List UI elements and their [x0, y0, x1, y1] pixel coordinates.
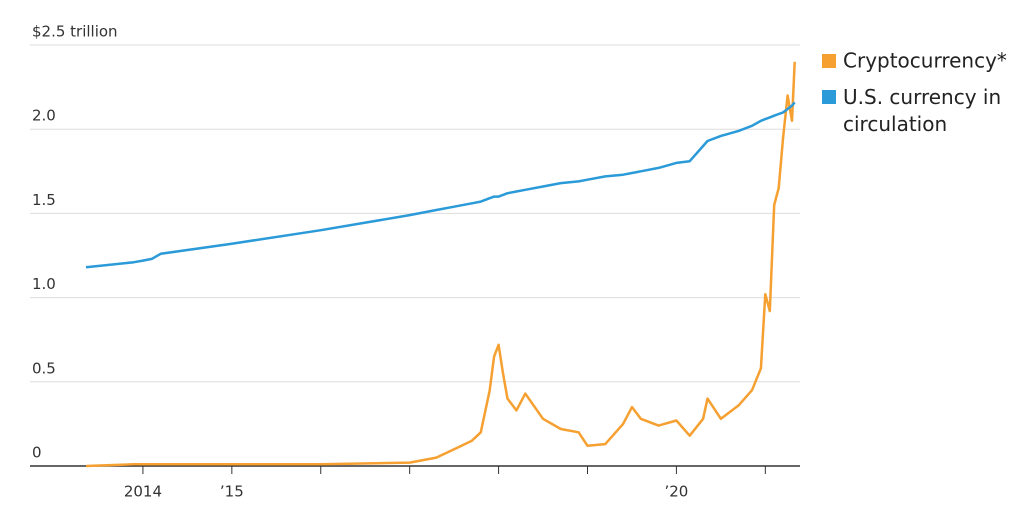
legend-swatch [822, 54, 836, 68]
y-tick-label: 1.0 [32, 275, 56, 293]
y-tick-label: 2.0 [32, 107, 56, 125]
legend-swatch [822, 90, 836, 104]
series-line [85, 61, 796, 468]
series-line [85, 101, 796, 269]
x-tick-label: ’20 [664, 483, 688, 501]
y-tick-label: $2.5 trillion [32, 23, 118, 41]
legend-label: U.S. currency in circulation [843, 85, 1001, 136]
y-tick-label: 1.5 [32, 191, 56, 209]
x-tick-label: 2014 [124, 483, 162, 501]
x-tick-label: ’15 [220, 483, 244, 501]
y-tick-label: 0 [32, 444, 42, 462]
legend-label: Cryptocurrency* [843, 49, 1007, 73]
y-tick-label: 0.5 [32, 359, 56, 377]
